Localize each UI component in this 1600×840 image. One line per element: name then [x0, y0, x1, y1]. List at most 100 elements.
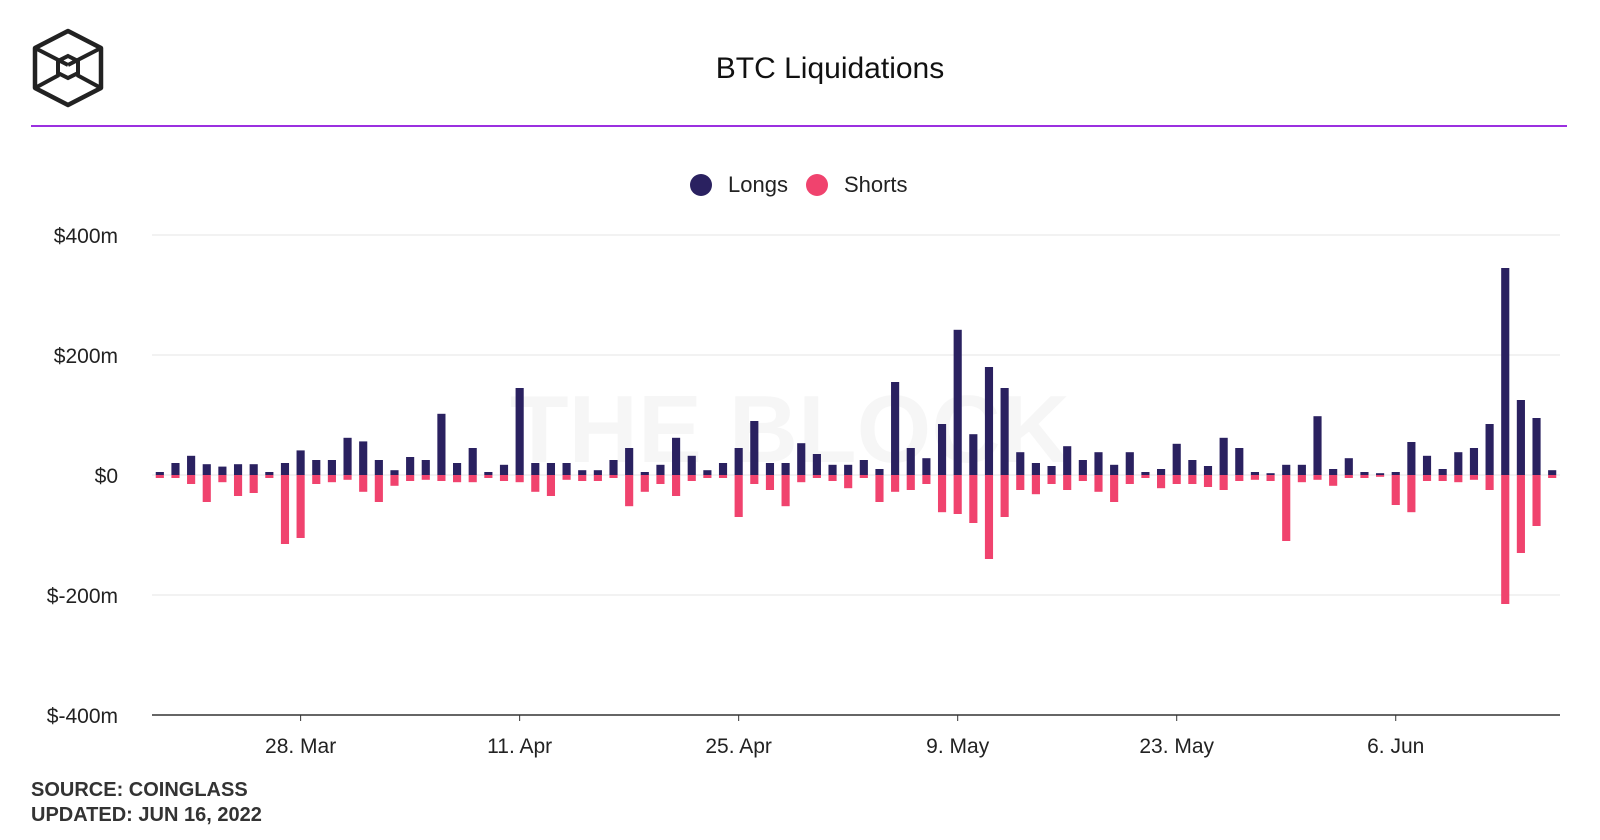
- bar-shorts-15[interactable]: [390, 475, 399, 486]
- bar-shorts-62[interactable]: [1125, 475, 1134, 484]
- bar-longs-22[interactable]: [499, 464, 509, 475]
- bar-shorts-65[interactable]: [1172, 475, 1181, 484]
- bar-longs-21[interactable]: [484, 472, 493, 475]
- bar-shorts-14[interactable]: [374, 475, 383, 502]
- bar-shorts-74[interactable]: [1313, 475, 1322, 480]
- bar-shorts-76[interactable]: [1344, 475, 1353, 478]
- bar-longs-67[interactable]: [1203, 466, 1213, 475]
- bar-shorts-25[interactable]: [546, 475, 556, 496]
- bar-shorts-17[interactable]: [421, 475, 430, 480]
- bar-longs-66[interactable]: [1188, 460, 1197, 475]
- bar-longs-39[interactable]: [765, 463, 775, 475]
- bar-longs-4[interactable]: [218, 466, 227, 475]
- bar-shorts-63[interactable]: [1141, 475, 1150, 478]
- bar-longs-72[interactable]: [1282, 464, 1291, 475]
- bar-longs-34[interactable]: [687, 455, 696, 475]
- bar-shorts-56[interactable]: [1031, 475, 1040, 495]
- legend-item-shorts[interactable]: Shorts: [805, 172, 908, 198]
- bar-shorts-60[interactable]: [1094, 475, 1103, 492]
- bar-shorts-54[interactable]: [1000, 475, 1009, 517]
- bar-longs-24[interactable]: [531, 463, 540, 475]
- bar-shorts-39[interactable]: [765, 475, 775, 490]
- bar-longs-42[interactable]: [812, 454, 821, 475]
- bar-shorts-43[interactable]: [828, 475, 837, 481]
- bar-shorts-28[interactable]: [593, 475, 602, 481]
- bar-shorts-71[interactable]: [1266, 475, 1275, 481]
- bar-longs-1[interactable]: [171, 463, 180, 475]
- bar-longs-84[interactable]: [1469, 448, 1479, 475]
- bar-longs-70[interactable]: [1250, 472, 1260, 475]
- bar-longs-29[interactable]: [609, 460, 618, 475]
- bar-shorts-55[interactable]: [1016, 475, 1025, 490]
- bar-longs-77[interactable]: [1360, 472, 1369, 475]
- bar-shorts-19[interactable]: [453, 475, 462, 483]
- bar-longs-47[interactable]: [891, 382, 900, 475]
- bar-longs-81[interactable]: [1422, 455, 1432, 475]
- bar-longs-26[interactable]: [562, 463, 571, 475]
- bar-longs-86[interactable]: [1501, 268, 1510, 475]
- bar-longs-62[interactable]: [1125, 452, 1134, 475]
- bar-shorts-73[interactable]: [1297, 475, 1306, 483]
- bar-shorts-84[interactable]: [1469, 475, 1479, 480]
- bar-shorts-69[interactable]: [1235, 475, 1244, 481]
- bar-longs-9[interactable]: [296, 450, 305, 475]
- bar-shorts-5[interactable]: [233, 475, 243, 496]
- bar-shorts-9[interactable]: [296, 475, 305, 538]
- bar-shorts-38[interactable]: [750, 475, 759, 484]
- bar-shorts-89[interactable]: [1548, 475, 1557, 478]
- bar-shorts-67[interactable]: [1203, 475, 1213, 487]
- bar-shorts-81[interactable]: [1422, 475, 1432, 481]
- bar-longs-23[interactable]: [515, 388, 524, 475]
- bar-longs-31[interactable]: [640, 472, 649, 475]
- bar-longs-68[interactable]: [1219, 437, 1228, 475]
- bar-shorts-66[interactable]: [1188, 475, 1197, 484]
- bar-shorts-23[interactable]: [515, 475, 524, 483]
- bar-shorts-86[interactable]: [1501, 475, 1510, 604]
- bar-shorts-52[interactable]: [969, 475, 978, 523]
- bar-longs-88[interactable]: [1532, 418, 1541, 475]
- bar-shorts-27[interactable]: [578, 475, 587, 481]
- bar-longs-49[interactable]: [922, 458, 931, 475]
- bar-shorts-51[interactable]: [953, 475, 962, 514]
- bar-shorts-77[interactable]: [1360, 475, 1369, 478]
- bar-shorts-61[interactable]: [1110, 475, 1119, 502]
- bar-shorts-3[interactable]: [202, 475, 211, 502]
- bar-shorts-80[interactable]: [1407, 475, 1416, 513]
- bar-shorts-79[interactable]: [1391, 475, 1400, 505]
- bar-longs-63[interactable]: [1141, 472, 1150, 475]
- bar-shorts-78[interactable]: [1376, 475, 1385, 477]
- bar-shorts-59[interactable]: [1078, 475, 1087, 481]
- bar-shorts-16[interactable]: [406, 475, 415, 481]
- bar-shorts-57[interactable]: [1047, 475, 1056, 484]
- bar-longs-19[interactable]: [453, 463, 462, 475]
- bar-shorts-70[interactable]: [1250, 475, 1260, 480]
- bar-longs-46[interactable]: [875, 469, 884, 475]
- bar-shorts-53[interactable]: [984, 475, 994, 559]
- bar-shorts-48[interactable]: [906, 475, 915, 490]
- bar-shorts-44[interactable]: [844, 475, 853, 489]
- bar-shorts-45[interactable]: [859, 475, 868, 478]
- bar-longs-76[interactable]: [1344, 458, 1353, 475]
- bar-longs-44[interactable]: [844, 464, 853, 475]
- bar-shorts-30[interactable]: [625, 475, 634, 507]
- bar-shorts-0[interactable]: [155, 475, 164, 478]
- bar-longs-33[interactable]: [672, 437, 681, 475]
- bar-longs-50[interactable]: [937, 424, 947, 475]
- bar-shorts-20[interactable]: [468, 475, 477, 483]
- bar-shorts-87[interactable]: [1516, 475, 1525, 553]
- bar-longs-12[interactable]: [343, 437, 352, 475]
- bar-longs-35[interactable]: [703, 470, 712, 475]
- bar-shorts-6[interactable]: [249, 475, 258, 493]
- bar-shorts-32[interactable]: [656, 475, 665, 484]
- bar-longs-17[interactable]: [421, 460, 430, 475]
- bar-longs-3[interactable]: [202, 464, 211, 475]
- bar-shorts-42[interactable]: [812, 475, 821, 478]
- bar-shorts-31[interactable]: [640, 475, 649, 492]
- bar-shorts-75[interactable]: [1329, 475, 1338, 486]
- bar-longs-53[interactable]: [984, 367, 994, 475]
- bar-longs-6[interactable]: [249, 464, 258, 475]
- bar-longs-82[interactable]: [1438, 469, 1447, 475]
- bar-shorts-29[interactable]: [609, 475, 618, 478]
- bar-longs-55[interactable]: [1016, 452, 1025, 475]
- bar-longs-59[interactable]: [1078, 460, 1087, 475]
